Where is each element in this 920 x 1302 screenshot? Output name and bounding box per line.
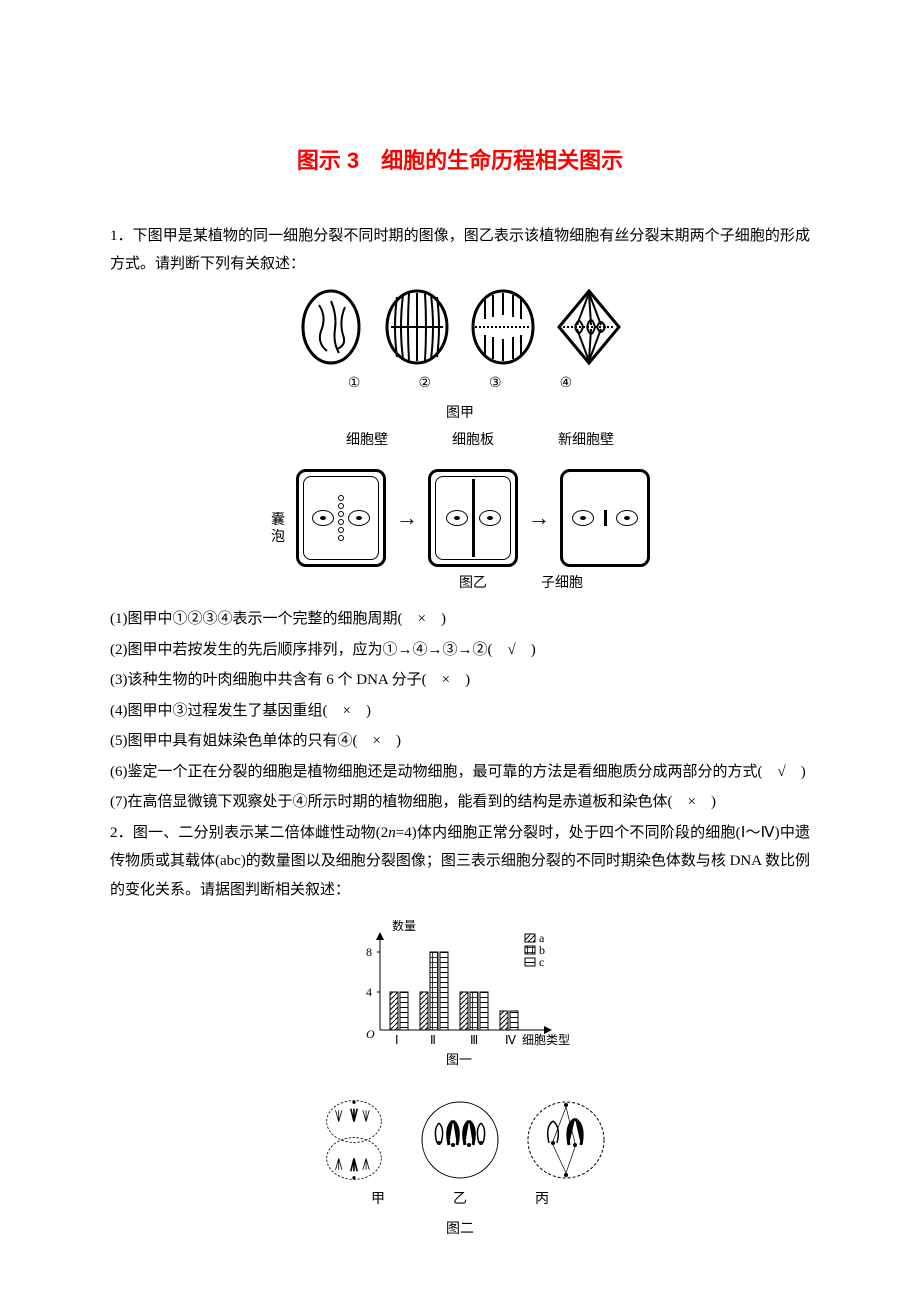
q2-intro: 2．图一、二分别表示某二倍体雌性动物(2n=4)体内细胞正常分裂时，处于四个不同… (110, 819, 810, 905)
vesicle-label: 囊泡 (270, 513, 286, 547)
label-yi: 乙 (453, 1187, 467, 1214)
fig2-daughter-label: 子细胞 (541, 571, 583, 598)
q1-intro: 1．下图甲是某植物的同一细胞分裂不同时期的图像，图乙表示该植物细胞有丝分裂末期两… (110, 222, 810, 279)
fig1-num-1: ① (348, 371, 361, 398)
page-title: 图示 3 细胞的生命历程相关图示 (110, 140, 810, 182)
fig1-num-3: ③ (489, 371, 502, 398)
q1-item-1: (1)图甲中①②③④表示一个完整的细胞周期( × ) (110, 605, 810, 634)
fig1-caption: 图甲 (110, 401, 810, 428)
q2-intro-n: n (388, 825, 396, 841)
cell-2 (383, 287, 451, 367)
fig2-label-plate: 细胞板 (452, 428, 494, 455)
fig2-caption: 图乙 (459, 571, 487, 598)
fig2-label-wall: 细胞壁 (346, 428, 388, 455)
cell-yi (419, 1099, 501, 1181)
cell-1 (297, 287, 365, 367)
svg-text:8: 8 (366, 945, 372, 959)
figure-1: ① ② ③ ④ 图甲 细胞壁 细胞板 新细胞壁 囊泡 → (110, 287, 810, 597)
fig2-cells (110, 1099, 810, 1181)
fig1-num-2: ② (418, 371, 431, 398)
arrow-2: → (528, 497, 550, 539)
q1-item-3: (3)该种生物的叶肉细胞中共含有 6 个 DNA 分子( × ) (110, 666, 810, 695)
svg-text:Ⅲ: Ⅲ (470, 1033, 478, 1047)
fig1-num-4: ④ (560, 371, 573, 398)
q2-intro-pre: 2．图一、二分别表示某二倍体雌性动物(2 (110, 825, 388, 841)
label-bing: 丙 (535, 1187, 549, 1214)
cell-bing (525, 1099, 607, 1181)
fig2-caption-bottom: 图二 (110, 1217, 810, 1244)
arrow-1: → (396, 497, 418, 539)
fig2-label-newwall: 新细胞壁 (558, 428, 614, 455)
cell-4 (555, 287, 623, 367)
svg-text:O: O (366, 1027, 375, 1041)
q1-item-4: (4)图甲中③过程发生了基因重组( × ) (110, 697, 810, 726)
cell-3 (469, 287, 537, 367)
figure-2: 囊泡 → → (110, 469, 810, 567)
svg-text:4: 4 (366, 985, 372, 999)
q1-item-2: (2)图甲中若按发生的先后顺序排列，应为①→④→③→②( √ ) (110, 636, 810, 665)
ylabel: 数量 (392, 920, 416, 933)
svg-text:Ⅳ: Ⅳ (505, 1033, 516, 1047)
stage-3 (560, 469, 650, 567)
svg-text:细胞类型: 细胞类型 (522, 1033, 570, 1047)
q1-item-7: (7)在高倍显微镜下观察处于④所示时期的植物细胞，能看到的结构是赤道板和染色体(… (110, 788, 810, 817)
svg-text:Ⅰ: Ⅰ (395, 1033, 399, 1047)
svg-text:图一: 图一 (446, 1052, 472, 1067)
stage-2 (428, 469, 518, 567)
chart-1: 数量 8 4 O Ⅰ Ⅱ Ⅲ Ⅳ 细胞类型 (110, 912, 810, 1244)
cell-jia (313, 1099, 395, 1181)
stage-1 (296, 469, 386, 567)
svg-text:c: c (539, 955, 544, 969)
label-jia: 甲 (371, 1187, 385, 1214)
svg-text:Ⅱ: Ⅱ (430, 1033, 436, 1047)
q1-item-6: (6)鉴定一个正在分裂的细胞是植物细胞还是动物细胞，最可靠的方法是看细胞质分成两… (110, 758, 810, 787)
q1-item-5: (5)图甲中具有姐妹染色单体的只有④( × ) (110, 727, 810, 756)
